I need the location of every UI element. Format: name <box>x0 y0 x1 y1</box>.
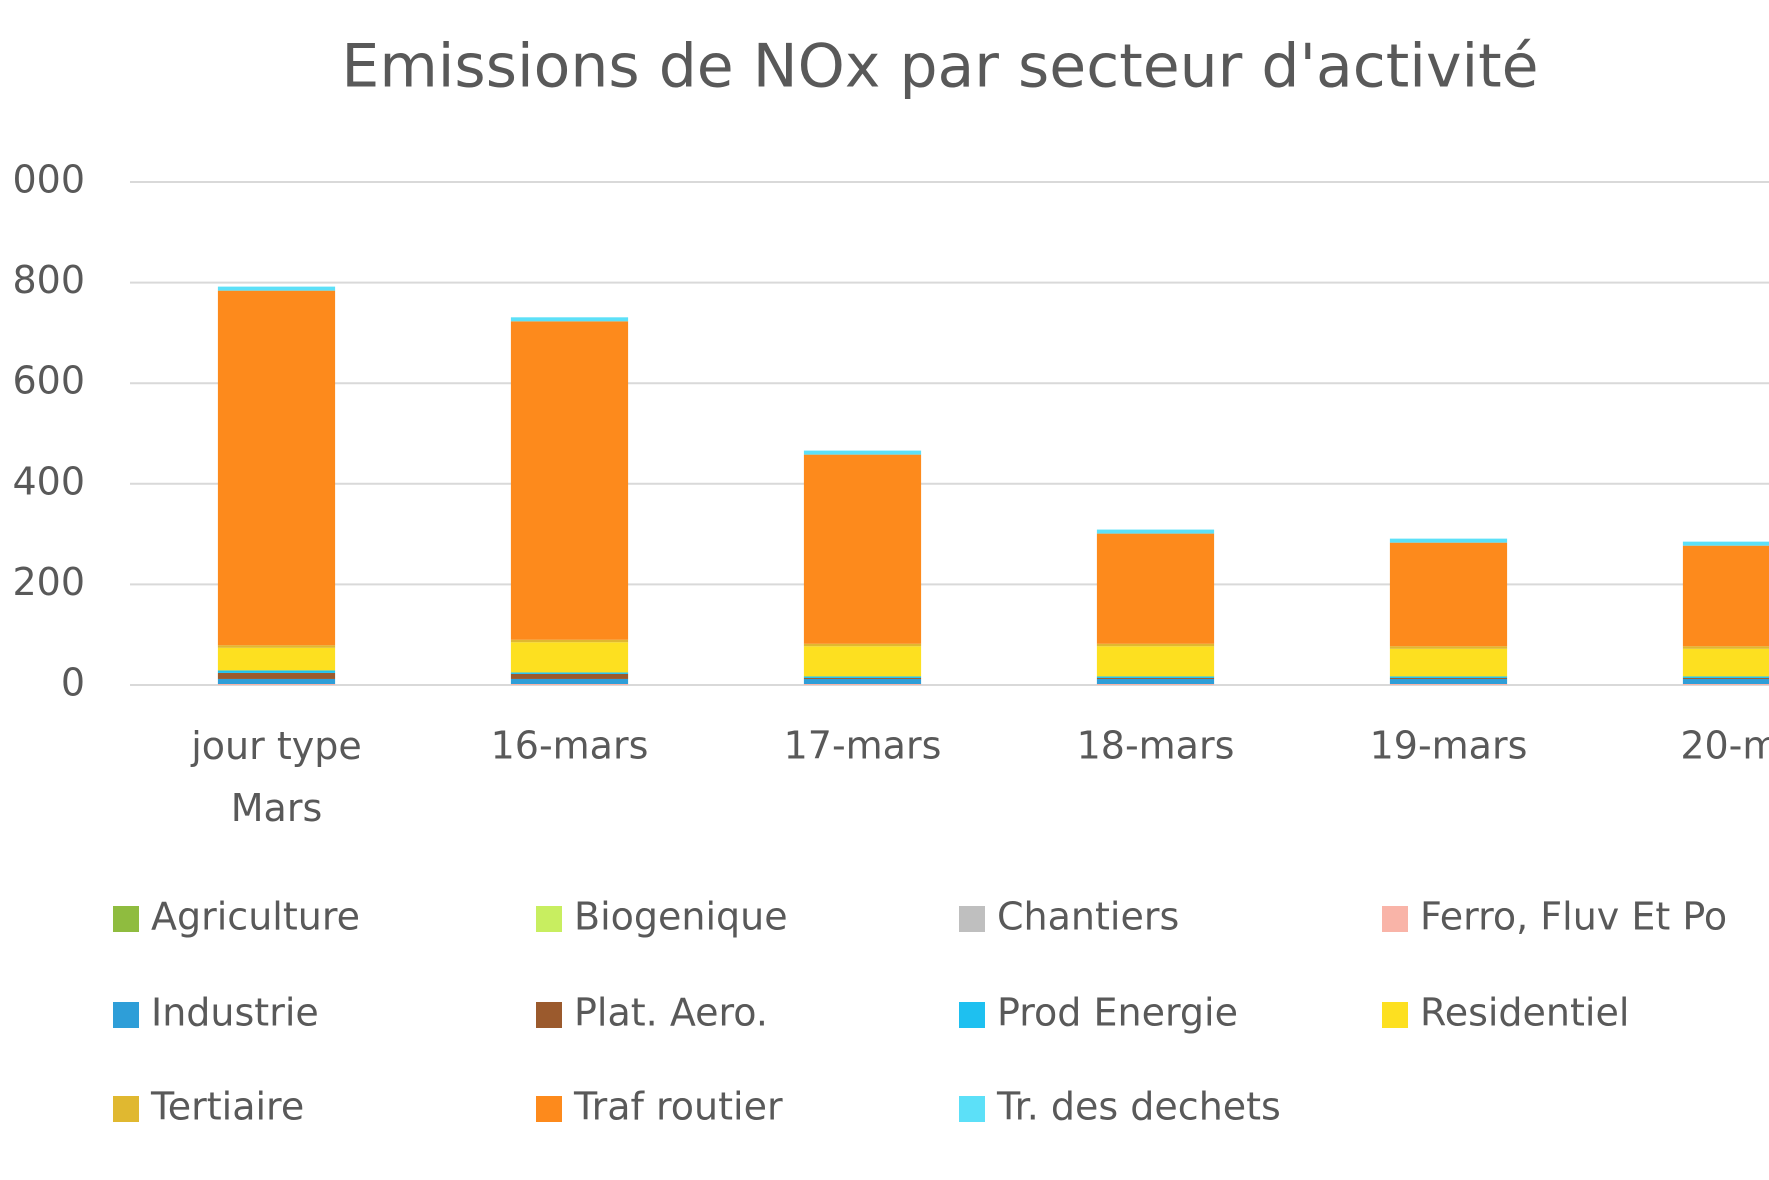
bar-segment <box>1682 541 1769 546</box>
chart-title: Emissions de NOx par secteur d'activité <box>341 32 1538 102</box>
bar-segment <box>510 672 629 674</box>
bar-segment <box>1682 678 1769 684</box>
bar-segment <box>217 672 336 679</box>
y-tick-label: 600 <box>12 359 85 403</box>
legend-swatch <box>1382 1002 1408 1028</box>
bar-segment <box>510 683 629 685</box>
bar-segment <box>1389 542 1508 647</box>
bar-segment <box>217 647 336 671</box>
x-tick-label: 19-mars <box>1370 724 1528 768</box>
legend-swatch <box>113 1002 139 1028</box>
bar-segment <box>803 643 922 647</box>
bar-segment <box>803 646 922 677</box>
x-tick-label: 17-mars <box>784 724 942 768</box>
bar-segment <box>1096 678 1215 684</box>
y-tick-label: 800 <box>12 258 85 302</box>
bar-segment <box>1096 677 1215 679</box>
bar-segment <box>510 639 629 643</box>
bar-segment <box>1096 646 1215 677</box>
bar-segment <box>510 678 629 684</box>
legend-label: Tr. des dechets <box>996 1085 1281 1129</box>
legend-label: Tertiaire <box>150 1085 304 1129</box>
bar-segment <box>510 317 629 322</box>
legend-swatch <box>959 906 985 932</box>
bar-segment <box>217 645 336 648</box>
legend-swatch <box>113 1096 139 1122</box>
x-tick-label: 20-ma <box>1680 724 1769 768</box>
legend-swatch <box>536 906 562 932</box>
bar-segment <box>1682 648 1769 677</box>
bar-segment <box>510 673 629 679</box>
bar-segment <box>217 290 336 646</box>
legend-swatch <box>536 1096 562 1122</box>
bar-segment <box>1682 683 1769 685</box>
bar-segment <box>803 678 922 684</box>
legend-label: Plat. Aero. <box>574 991 768 1035</box>
bar-segment <box>217 683 336 685</box>
x-tick-label: 18-mars <box>1077 724 1235 768</box>
bar-segment <box>1096 683 1215 685</box>
bar-segment <box>803 676 922 678</box>
bar-segment <box>1389 678 1508 684</box>
bar-segment <box>1096 676 1215 678</box>
legend-swatch <box>959 1096 985 1122</box>
legend-label: Prod Energie <box>997 991 1238 1035</box>
legend-label: Agriculture <box>151 895 360 939</box>
bar-segment <box>803 677 922 679</box>
legend-swatch <box>113 906 139 932</box>
legend-swatch <box>959 1002 985 1028</box>
bar-segment <box>1389 646 1508 649</box>
bar-segment <box>803 450 922 455</box>
legend-label: Biogenique <box>574 895 788 939</box>
bar-segment <box>217 670 336 673</box>
bar-segment <box>510 321 629 640</box>
bar-segment <box>510 642 629 673</box>
bar-segment <box>217 286 336 291</box>
bar-segment <box>1096 533 1215 644</box>
legend-label: Residentiel <box>1420 991 1629 1035</box>
legend-label: Chantiers <box>997 895 1179 939</box>
x-tick-label: 16-mars <box>491 724 649 768</box>
bar-segment <box>1682 676 1769 678</box>
bar-segment <box>1389 538 1508 543</box>
bar-segment <box>1389 676 1508 678</box>
legend-swatch <box>536 1002 562 1028</box>
y-tick-label: 200 <box>12 560 85 604</box>
bar-segment <box>1389 648 1508 677</box>
bar-segment <box>803 454 922 644</box>
legend-label: Ferro, Fluv Et Po <box>1420 895 1727 939</box>
bar-segment <box>1096 529 1215 534</box>
bar-segment <box>1682 545 1769 647</box>
y-tick-label: 0 <box>61 661 85 705</box>
y-tick-label: 400 <box>12 459 85 503</box>
legend-label: Traf routier <box>573 1085 783 1129</box>
bar-segment <box>1096 643 1215 647</box>
legend-label: Industrie <box>151 991 319 1035</box>
bar-segment <box>217 678 336 684</box>
x-tick-label: jour type Mars <box>190 724 361 830</box>
y-tick-label: 000 <box>12 158 85 202</box>
legend-swatch <box>1382 906 1408 932</box>
bar-segment <box>803 683 922 685</box>
bar-segment <box>1682 677 1769 679</box>
bar-segment <box>1389 677 1508 679</box>
bar-segment <box>1682 646 1769 649</box>
bar-segment <box>1389 683 1508 685</box>
